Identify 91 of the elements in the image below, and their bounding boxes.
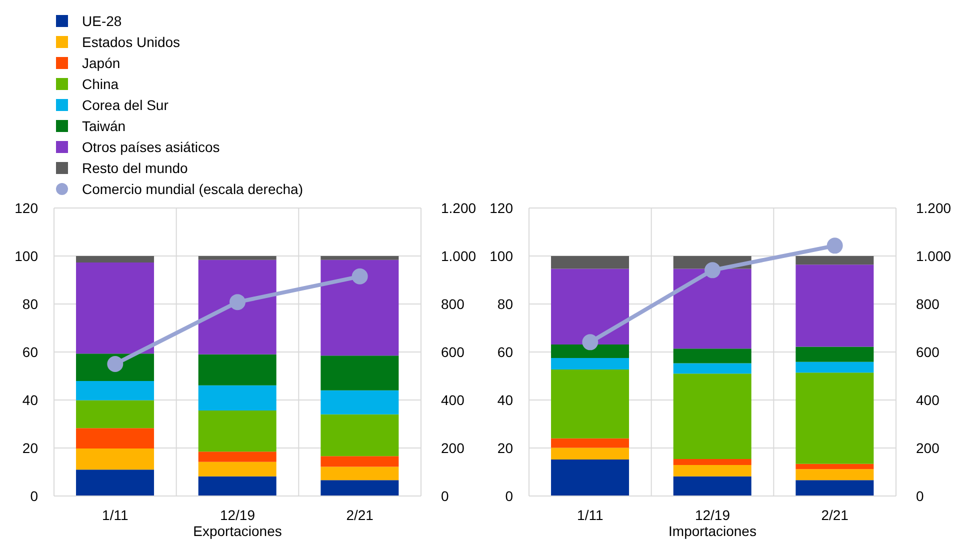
bar [796,362,874,373]
bar [198,476,276,496]
y2-tick-label: 200 [916,440,940,456]
bar [796,372,874,464]
x-axis-title: Exportaciones [193,523,282,539]
legend-label: Japón [82,54,120,70]
bar [796,480,874,496]
x-tick-label: 2/21 [821,506,849,523]
bar [551,438,630,448]
y2-tick-label: 0 [441,488,449,504]
y-tick-label: 0 [505,488,514,504]
bar [551,344,630,358]
bar [76,256,154,262]
bar [320,414,399,456]
bar [198,256,276,260]
y2-tick-label: 400 [441,392,465,408]
bar [320,390,399,414]
y-tick-label: 20 [22,440,38,456]
y2-tick-label: 200 [441,440,465,456]
bar [551,370,630,438]
x-tick-label: 1/11 [102,506,128,523]
y-tick-label: 0 [30,488,38,504]
point [704,262,720,278]
point [230,294,246,310]
bar [320,456,399,467]
bar [198,354,276,386]
legend-label: Taiwán [82,118,126,134]
bar [76,448,154,470]
y-tick-label: 20 [497,440,514,456]
bar [673,459,752,466]
bar [796,256,874,265]
point [352,268,368,284]
point [582,334,598,350]
x-tick-label: 12/19 [220,506,256,523]
point [107,356,124,372]
bar [320,480,399,496]
y2-tick-label: 600 [441,344,465,360]
bar [320,466,399,480]
y2-tick-label: 800 [916,296,940,312]
legend-label: Otros países asiáticos [82,138,220,154]
bar [796,464,874,470]
bar [673,374,752,460]
bar [673,476,752,496]
bar [673,348,752,364]
bar [198,385,276,411]
legend-label: Comercio mundial (escala derecha) [82,180,303,196]
bar [76,400,154,428]
point [826,238,843,254]
bar [551,256,630,269]
y-tick-label: 40 [497,392,514,408]
bar [673,465,752,476]
y2-tick-label: 1.000 [916,248,952,264]
bar [198,410,276,452]
y-tick-label: 120 [14,200,38,216]
y-tick-label: 40 [22,392,38,408]
bar [198,462,276,476]
bar [551,448,630,460]
y2-tick-label: 1.000 [441,248,476,264]
legend-label: UE-28 [82,12,122,28]
bar [320,356,399,390]
x-tick-label: 12/19 [694,506,730,523]
bar [76,470,154,496]
legend-label: China [82,76,119,92]
y-tick-label: 80 [22,296,38,312]
y-tick-label: 120 [490,200,514,216]
y-tick-label: 100 [490,248,514,264]
y2-tick-label: 600 [916,344,940,360]
x-axis-title: Importaciones [668,523,756,539]
x-tick-label: 1/11 [577,506,604,523]
bar [796,469,874,480]
bar [551,358,630,370]
bar [320,256,399,260]
y2-tick-label: 800 [441,296,465,312]
x-tick-label: 2/21 [346,506,374,523]
y2-tick-label: 1.200 [916,200,952,216]
y2-tick-label: 0 [916,488,924,504]
legend-label: Resto del mundo [82,160,188,176]
legend-label: Corea del Sur [82,96,168,112]
y-tick-label: 60 [22,344,38,360]
y-tick-label: 60 [497,344,514,360]
y2-tick-label: 400 [916,392,940,408]
bar [198,452,276,462]
y-tick-label: 80 [497,296,514,312]
bar [796,346,874,362]
bar [76,381,154,400]
legend-label: Estados Unidos [82,34,180,50]
bar [551,460,630,496]
y2-tick-label: 1.200 [441,200,476,216]
bar [76,428,154,448]
y-tick-label: 100 [14,248,38,264]
bar [673,363,752,374]
